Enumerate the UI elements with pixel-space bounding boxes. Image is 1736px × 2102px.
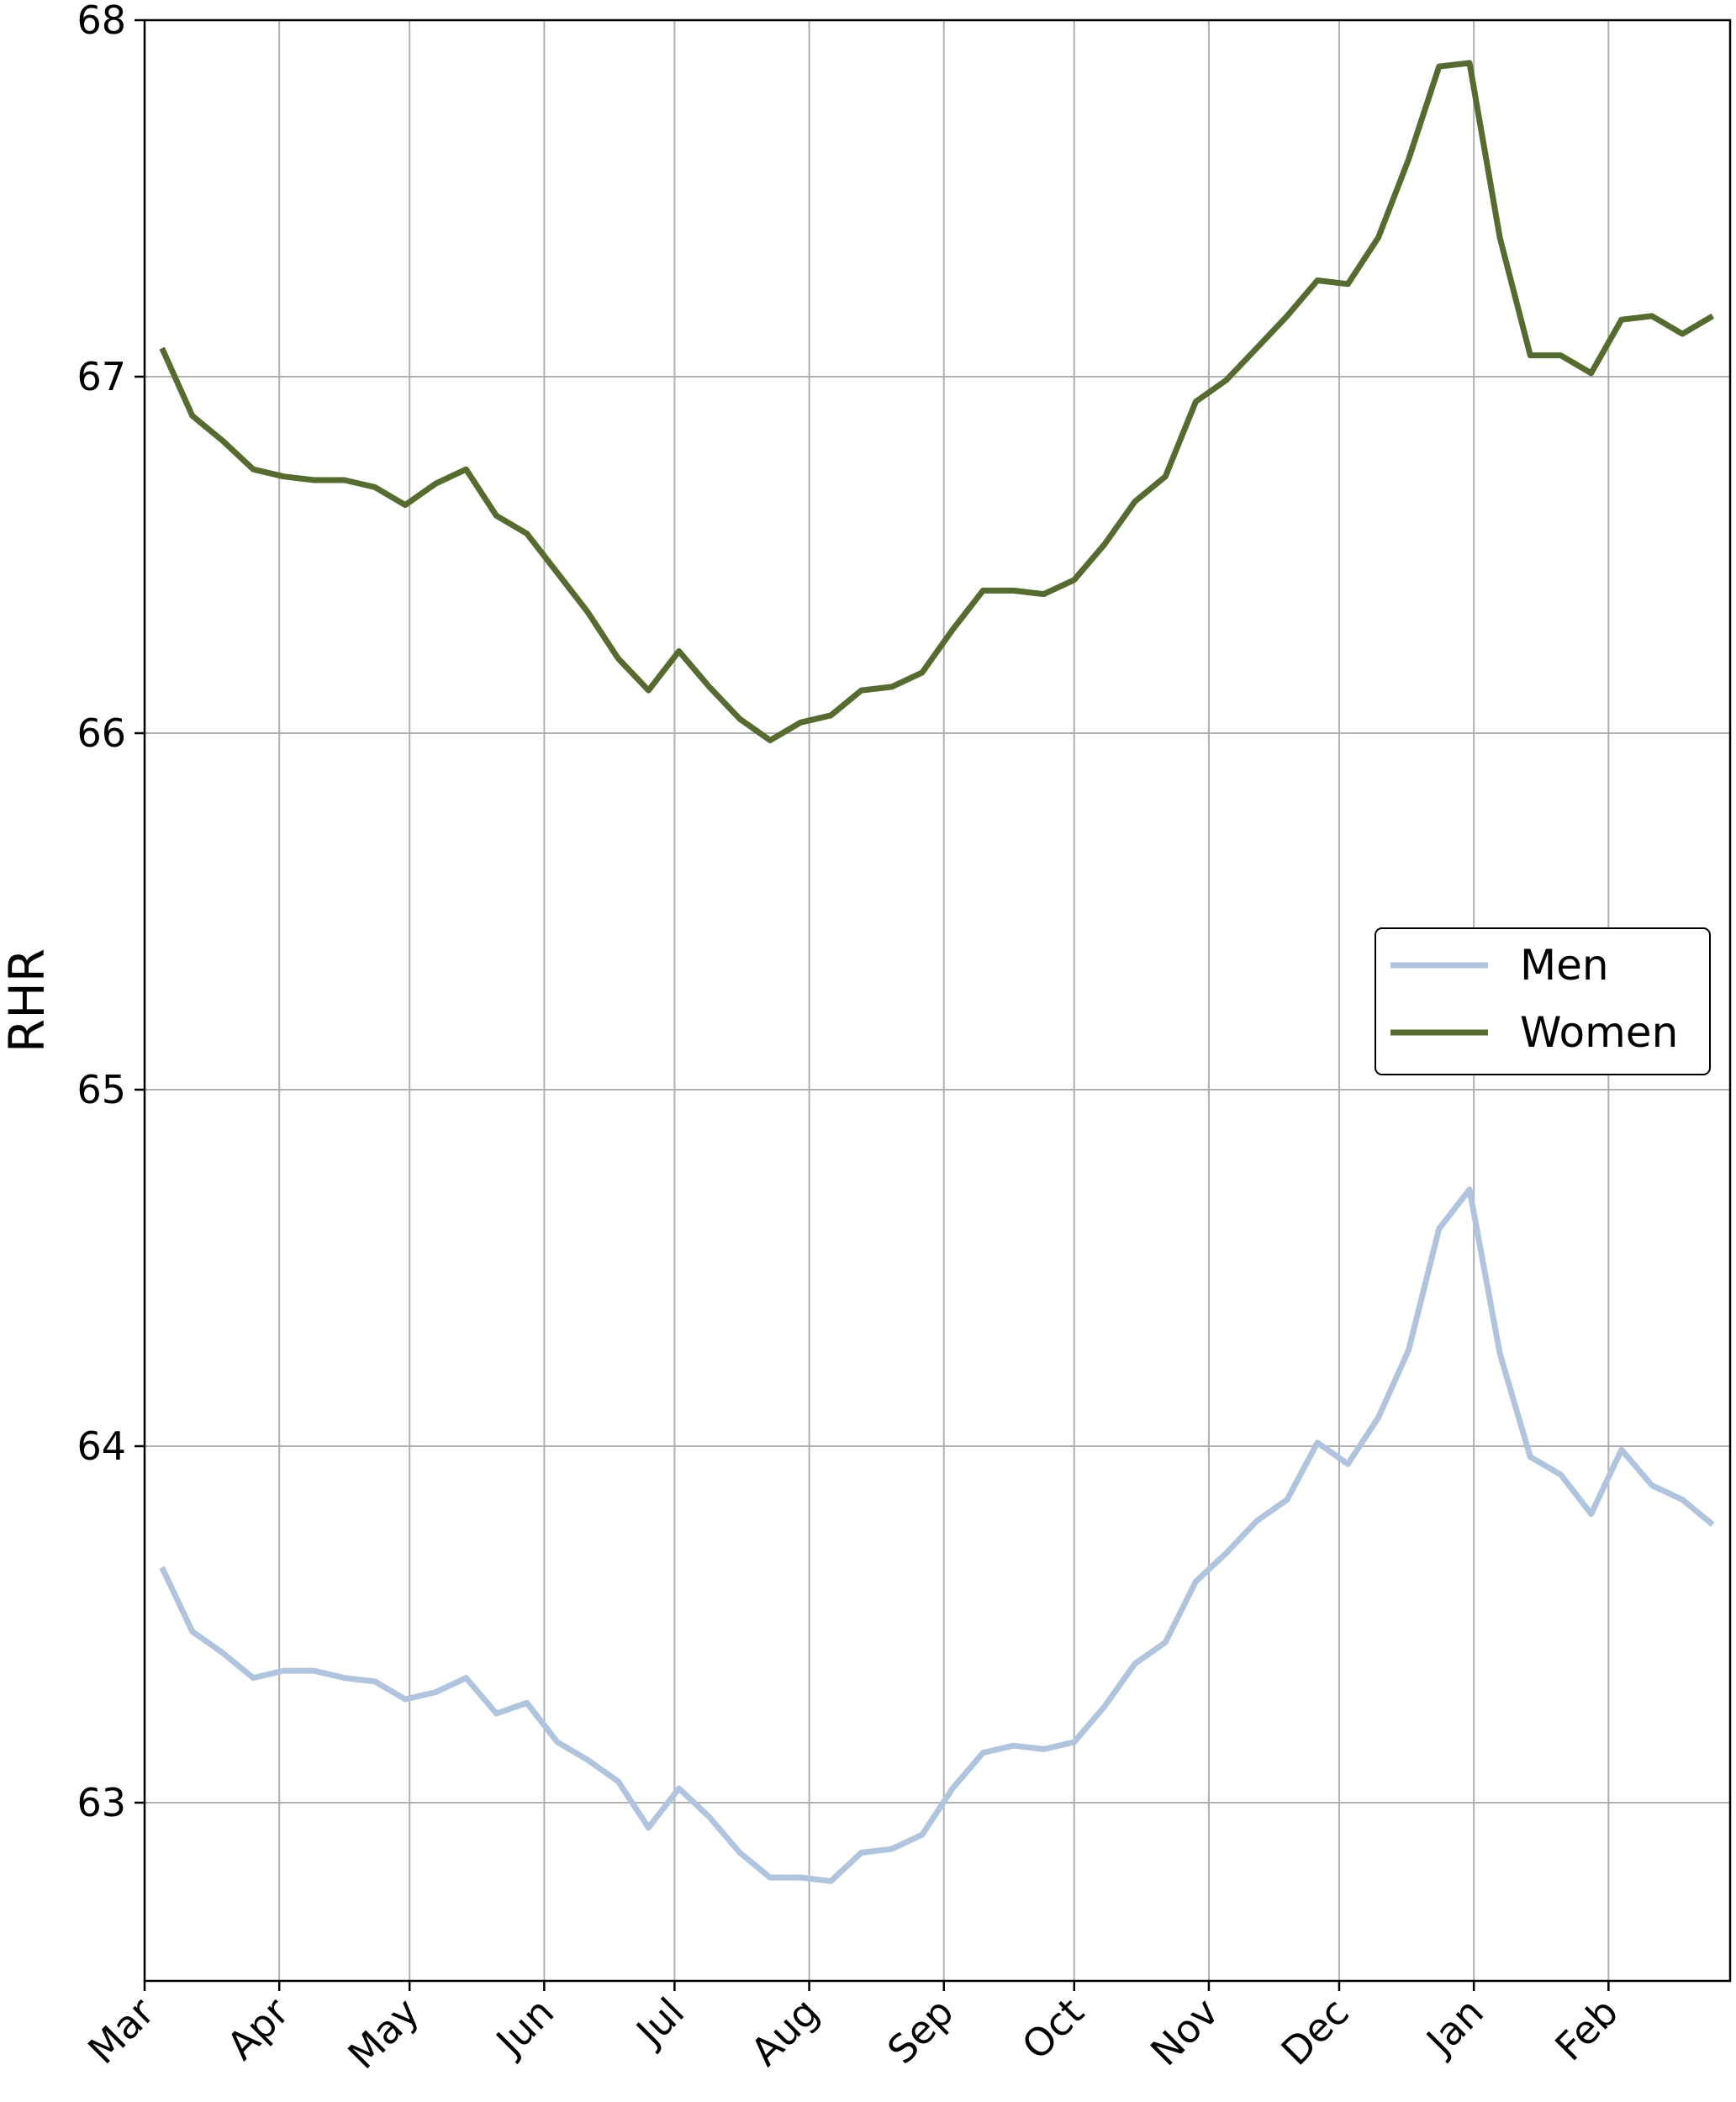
series-lines <box>159 60 1715 1884</box>
y-tick-label-65: 65 <box>77 1067 126 1112</box>
x-tick-label-dec: Dec <box>1273 1989 1358 2074</box>
legend-label-men: Men <box>1520 941 1609 990</box>
y-axis-label: RHR <box>0 948 55 1053</box>
x-tick-label-aug: Aug <box>742 1989 828 2075</box>
y-tick-label-64: 64 <box>77 1423 126 1469</box>
y-axis-ticks: 63 64 65 66 67 68 <box>77 0 145 1825</box>
y-tick-label-63: 63 <box>77 1780 126 1825</box>
x-tick-label-sep: Sep <box>879 1989 962 2073</box>
series-line-men <box>159 1186 1715 1884</box>
plot-frame <box>143 18 1732 1983</box>
legend-label-women: Women <box>1520 1008 1678 1057</box>
x-tick-label-jul: Jul <box>626 1989 694 2057</box>
x-tick-label-feb: Feb <box>1546 1989 1627 2070</box>
y-tick-label-68: 68 <box>77 0 126 43</box>
x-tick-label-mar: Mar <box>79 1989 163 2073</box>
x-tick-label-jan: Jan <box>1416 1989 1491 2065</box>
series-line-women <box>159 60 1715 743</box>
legend: Men Women <box>1375 927 1711 1075</box>
x-axis-ticks: Mar Apr May Jun Jul Aug Sep Oct Nov Dec Jan Feb <box>79 1981 1627 2078</box>
x-tick-label-may: May <box>340 1989 428 2078</box>
x-tick-label-jun: Jun <box>486 1989 562 2066</box>
x-tick-label-oct: Oct <box>1013 1989 1092 2068</box>
y-tick-label-67: 67 <box>77 354 126 399</box>
x-tick-label-nov: Nov <box>1142 1989 1227 2075</box>
y-tick-label-66: 66 <box>77 710 126 756</box>
x-tick-label-apr: Apr <box>218 1989 298 2069</box>
